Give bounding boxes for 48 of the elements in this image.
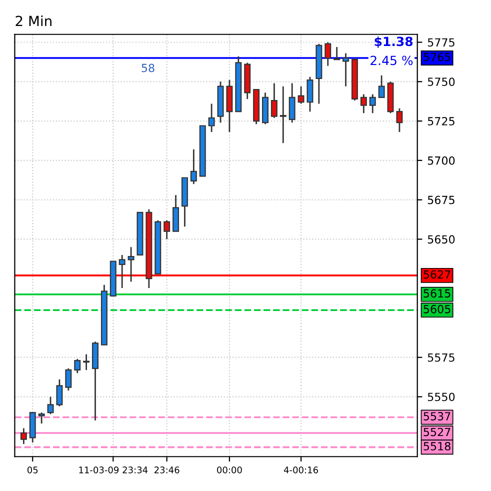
candlestick — [56, 378, 63, 407]
candlestick — [342, 52, 350, 88]
x-tick-label: 05 — [27, 466, 38, 474]
ref-line-label: 5518 — [424, 442, 450, 450]
x-tick-label: 00:00 — [217, 466, 242, 474]
annotation: $1.38 — [374, 36, 413, 48]
ref-line-label: 5615 — [424, 289, 450, 298]
candlestick — [280, 86, 286, 144]
candlestick — [190, 148, 197, 185]
y-tick-label: 5700 — [428, 156, 455, 165]
candlestick — [288, 82, 296, 124]
y-tick-label: 5725 — [428, 117, 454, 126]
candlestick — [128, 246, 134, 282]
candlestick — [378, 74, 385, 98]
ref-line-label: 5765 — [424, 52, 450, 62]
candlestick — [369, 94, 376, 114]
y-tick-label: 5675 — [428, 196, 454, 204]
candlestick — [47, 396, 54, 415]
candlestick — [208, 103, 215, 133]
y-tick-label: 5750 — [428, 78, 455, 86]
y-tick-label: 5550 — [428, 392, 455, 402]
candlestick — [360, 94, 367, 114]
candlestick — [306, 76, 314, 112]
chart-title: 2 Min — [16, 15, 52, 26]
candlestick — [324, 42, 332, 67]
ref-line-label: 5627 — [424, 270, 450, 279]
ref-line-label: 5605 — [424, 304, 450, 314]
ref-line-label: 5527 — [424, 428, 450, 436]
annotation: 58 — [142, 64, 154, 72]
candlestick — [298, 86, 304, 104]
candlestick — [118, 254, 126, 289]
y-tick-label: 5650 — [428, 235, 455, 244]
y-tick-label: 5775 — [428, 38, 454, 47]
x-tick-label: 23:46 — [154, 466, 180, 474]
candlestick — [164, 220, 170, 240]
ref-line-label: 5537 — [424, 412, 450, 420]
candlestick — [396, 108, 403, 133]
candlestick — [334, 46, 340, 60]
annotation: 2.45 % — [370, 56, 413, 66]
candlestick — [74, 358, 81, 374]
x-tick-label: 11-03-09 23:34 — [79, 466, 148, 474]
candlestick — [20, 428, 27, 445]
candlestick — [38, 412, 45, 424]
candlestick — [65, 368, 72, 392]
y-tick-label: 5575 — [428, 353, 454, 362]
x-tick-label: 4-00:16 — [284, 466, 318, 474]
candlestick — [270, 82, 278, 119]
candlestick — [172, 194, 180, 232]
